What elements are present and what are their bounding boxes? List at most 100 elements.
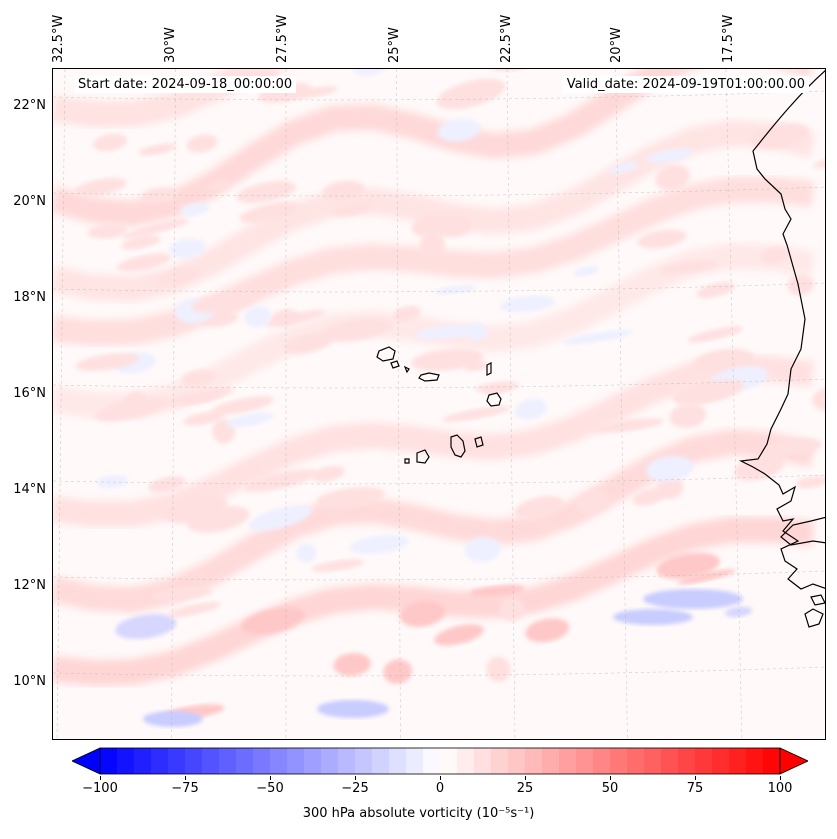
positive-vorticity-patch: [490, 69, 534, 72]
colorbar-border: [99, 747, 781, 775]
negative-vorticity-patch: [296, 543, 317, 563]
colorbar-tick-mark: [695, 776, 696, 780]
positive-vorticity-patch: [763, 438, 822, 456]
positive-vorticity-patch: [677, 569, 736, 585]
fogo: [416, 449, 430, 464]
colorbar-segment: [678, 748, 696, 774]
colorbar-segment: [695, 748, 713, 774]
positive-vorticity-patch: [311, 465, 345, 482]
colorbar-segment: [729, 748, 747, 774]
positive-vorticity-patch: [167, 601, 221, 618]
positive-vorticity-patch: [442, 406, 510, 422]
positive-vorticity-patch: [93, 133, 128, 152]
latitude-label: 16°N: [13, 386, 46, 401]
colorbar-segment: [270, 748, 288, 774]
longitude-label: 22.5°W: [499, 14, 514, 63]
positive-vorticity-patch: [151, 586, 212, 601]
negative-vorticity-patch: [646, 455, 694, 482]
colorbar-tick-label: −100: [82, 781, 118, 796]
positive-vorticity-patch: [315, 486, 385, 509]
latitude-label: 22°N: [13, 98, 46, 113]
positive-vorticity-patch: [434, 624, 484, 646]
colorbar-tick-mark: [525, 776, 526, 780]
colorbar-tick-label: 50: [601, 781, 619, 796]
colorbar-tick-mark: [780, 776, 781, 780]
colorbar-tick-label: −75: [171, 781, 199, 796]
positive-vorticity-patch: [87, 224, 128, 239]
positive-vorticity-patch: [632, 488, 666, 506]
negative-vorticity-patch: [562, 329, 634, 345]
positive-vorticity-patch: [186, 134, 218, 153]
positive-vorticity-patch: [140, 187, 179, 204]
positive-vorticity-patch: [787, 274, 814, 296]
meridian-line: [506, 69, 516, 739]
negative-vorticity-patch: [608, 162, 638, 174]
colorbar-segment: [576, 748, 594, 774]
positive-vorticity-patch: [156, 267, 201, 286]
colorbar-segment: [117, 748, 135, 774]
negative-vorticity-patch: [115, 613, 177, 640]
sal: [486, 362, 492, 376]
colorbar-segment: [525, 748, 543, 774]
colorbar-extend-max: [779, 747, 808, 775]
colorbar-segment: [389, 748, 407, 774]
positive-vorticity-patch: [674, 379, 744, 405]
colorbar-segment: [610, 748, 628, 774]
colorbar-segment: [185, 748, 203, 774]
positive-vorticity-patch: [656, 552, 720, 580]
positive-vorticity-patch: [321, 318, 393, 342]
parallel-line: [53, 282, 825, 293]
longitude-label: 27.5°W: [275, 14, 290, 63]
santa-luzia: [403, 365, 410, 374]
sao-nicolau: [418, 372, 440, 382]
colorbar-segment: [559, 748, 577, 774]
positive-vorticity-patch: [187, 505, 250, 533]
colorbar-segment: [542, 748, 560, 774]
colorbar-segment: [644, 748, 662, 774]
positive-vorticity-patch: [73, 177, 127, 197]
positive-vorticity-patch: [669, 403, 707, 429]
longitude-label: 20°W: [609, 27, 624, 63]
colorbar: [72, 747, 808, 775]
positive-vorticity-patch: [399, 600, 446, 628]
colorbar-segment: [304, 748, 322, 774]
graticule: [53, 69, 825, 739]
positive-vorticity-patch: [94, 396, 169, 422]
start-date-label: Start date: 2024-09-18_00:00:00: [74, 76, 297, 93]
colorbar-segment: [508, 748, 526, 774]
colorbar-segment: [253, 748, 271, 774]
colorbar-segment: [712, 748, 730, 774]
meridian-line: [171, 69, 176, 739]
santo-antao: [376, 346, 396, 362]
colorbar-segment: [491, 748, 509, 774]
latitude-label: 10°N: [13, 674, 46, 689]
colorbar-segment: [746, 748, 764, 774]
longitude-label: 25°W: [387, 27, 402, 63]
positive-vorticity-patch: [239, 201, 300, 224]
positive-vorticity-patch: [138, 143, 177, 156]
vorticity-band: [53, 69, 812, 227]
colorbar-segment: [236, 748, 254, 774]
colorbar-tick-mark: [185, 776, 186, 780]
positive-vorticity-patch: [271, 309, 300, 327]
latitude-label: 18°N: [13, 290, 46, 305]
positive-vorticity-patch: [148, 476, 186, 493]
negative-vorticity-patch: [180, 202, 210, 217]
positive-vorticity-patch: [183, 411, 226, 426]
colorbar-tick-label: 100: [767, 781, 793, 796]
parallel-line: [53, 570, 825, 581]
positive-vorticity-patch: [333, 652, 371, 677]
colorbar-segment: [100, 748, 118, 774]
colorbar-tick-label: 0: [435, 781, 445, 796]
positive-vorticity-patch: [331, 201, 373, 217]
negative-vorticity-patch: [317, 700, 389, 718]
vorticity-field: [53, 69, 825, 739]
colorbar-segment: [661, 748, 679, 774]
positive-vorticity-patch: [236, 180, 297, 204]
positive-vorticity-patch: [637, 229, 687, 249]
positive-vorticity-patch: [211, 396, 274, 415]
colorbar-tick-mark: [100, 776, 101, 780]
sao-vicente: [390, 360, 400, 369]
positive-vorticity-patch: [121, 235, 161, 250]
colorbar-segment: [321, 748, 339, 774]
